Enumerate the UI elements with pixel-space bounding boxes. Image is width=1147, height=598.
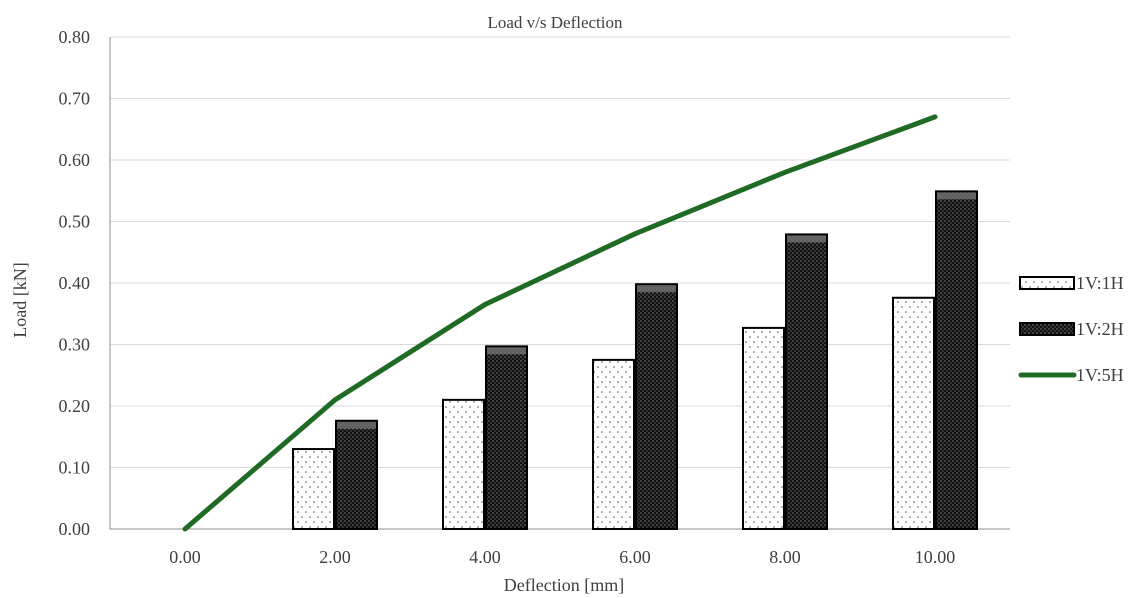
legend: 1V:1H 1V:2H 1V:5H: [1018, 273, 1124, 385]
bar-top-highlight: [937, 192, 976, 200]
legend-swatch: [1019, 322, 1075, 336]
bar-1v2h: [335, 419, 378, 531]
bar-1v2h: [785, 233, 828, 530]
bar-1v1h: [892, 296, 935, 531]
legend-label: 1V:2H: [1076, 319, 1124, 339]
bars: [292, 190, 978, 531]
bar-1v2h: [485, 345, 528, 530]
bar-top-highlight: [787, 235, 826, 243]
y-axis-title: Load [kN]: [10, 262, 30, 337]
x-tick-label: 6.00: [619, 547, 651, 567]
bar-1v1h: [292, 448, 335, 530]
bar-1v2h: [635, 283, 678, 531]
y-tick-labels: 0.00 0.10 0.20 0.30 0.40 0.50 0.60 0.70 0.80: [59, 27, 91, 539]
gridlines: [109, 36, 1010, 530]
bar-1v2h: [935, 190, 978, 531]
y-tick-label: 0.60: [59, 150, 91, 170]
legend-label: 1V:1H: [1076, 273, 1124, 293]
bar-top-highlight: [337, 421, 376, 429]
bar-1v1h: [742, 326, 785, 530]
x-tick-label: 4.00: [469, 547, 501, 567]
y-tick-label: 0.40: [59, 273, 91, 293]
y-tick-label: 0.80: [59, 27, 91, 47]
x-tick-labels: 0.00 2.00 4.00 6.00 8.00 10.00: [169, 547, 955, 567]
y-tick-label: 0.00: [59, 519, 91, 539]
x-tick-label: 8.00: [769, 547, 801, 567]
y-tick-label: 0.30: [59, 335, 91, 355]
bar-top-highlight: [487, 347, 526, 355]
bar-1v1h: [442, 398, 485, 530]
y-tick-label: 0.50: [59, 212, 91, 232]
x-axis-title: Deflection [mm]: [504, 575, 624, 595]
legend-label: 1V:5H: [1076, 365, 1124, 385]
y-tick-label: 0.70: [59, 89, 91, 109]
y-tick-label: 0.20: [59, 396, 91, 416]
y-tick-label: 0.10: [59, 458, 91, 478]
bar-1v1h: [592, 358, 635, 530]
x-tick-label: 0.00: [169, 547, 201, 567]
line-1v5h: [182, 114, 938, 532]
x-tick-label: 10.00: [915, 547, 956, 567]
line-series: [182, 114, 938, 532]
chart-title: Load v/s Deflection: [487, 13, 623, 32]
bar-top-highlight: [637, 285, 676, 293]
x-tick-label: 2.00: [319, 547, 351, 567]
legend-swatch: [1019, 276, 1075, 290]
